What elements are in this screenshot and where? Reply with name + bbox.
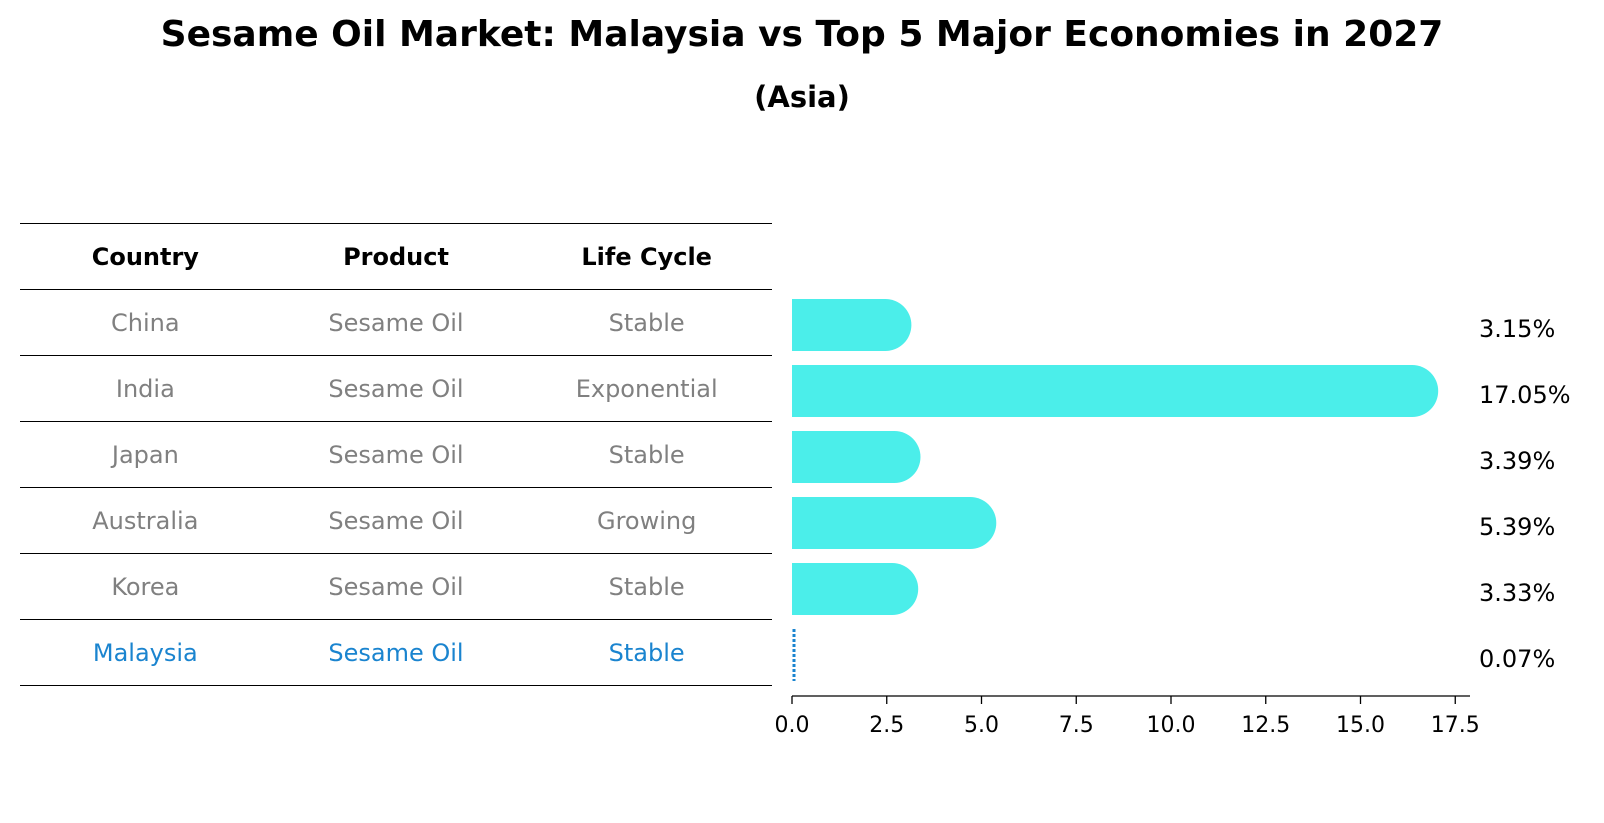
bar-india bbox=[792, 365, 1439, 417]
cell-life-cycle: Stable bbox=[608, 308, 685, 337]
cell-country: Korea bbox=[111, 572, 180, 601]
value-label: 0.07% bbox=[1479, 645, 1555, 673]
bar-australia bbox=[792, 497, 997, 549]
cell-life-cycle: Exponential bbox=[575, 374, 718, 403]
chart-title: Sesame Oil Market: Malaysia vs Top 5 Maj… bbox=[160, 14, 1444, 55]
value-label: 3.39% bbox=[1479, 447, 1555, 475]
header-life-cycle: Life Cycle bbox=[581, 242, 712, 271]
cell-product: Sesame Oil bbox=[328, 572, 464, 601]
cell-life-cycle: Stable bbox=[608, 440, 685, 469]
x-tick-label: 5.0 bbox=[964, 713, 999, 738]
cell-life-cycle: Growing bbox=[596, 506, 697, 535]
table-header-row: Country Product Life Cycle bbox=[20, 223, 772, 289]
chart-subtitle: (Asia) bbox=[754, 80, 850, 114]
table-row: Korea Sesame Oil Stable bbox=[20, 553, 772, 619]
bar-china bbox=[792, 299, 912, 351]
data-table: Country Product Life Cycle China Sesame … bbox=[20, 223, 772, 686]
x-tick-label: 15.0 bbox=[1336, 713, 1385, 738]
x-tick-label: 10.0 bbox=[1147, 713, 1196, 738]
cell-country: Japan bbox=[111, 440, 179, 469]
cell-country: China bbox=[111, 308, 180, 337]
cell-product: Sesame Oil bbox=[328, 440, 464, 469]
value-label: 17.05% bbox=[1479, 381, 1571, 409]
table-row: Australia Sesame Oil Growing bbox=[20, 487, 772, 553]
x-tick-label: 7.5 bbox=[1059, 713, 1094, 738]
cell-product: Sesame Oil bbox=[328, 374, 464, 403]
header-country: Country bbox=[91, 242, 199, 271]
cell-life-cycle: Stable bbox=[608, 572, 685, 601]
cell-product: Sesame Oil bbox=[328, 308, 464, 337]
cell-country: Australia bbox=[92, 506, 199, 535]
x-tick-label: 17.5 bbox=[1431, 713, 1480, 738]
cell-country: India bbox=[115, 374, 175, 403]
table-row-highlight: Malaysia Sesame Oil Stable bbox=[20, 619, 772, 686]
value-label: 3.33% bbox=[1479, 579, 1555, 607]
x-tick-label: 12.5 bbox=[1241, 713, 1290, 738]
header-product: Product bbox=[343, 242, 449, 271]
table-row: China Sesame Oil Stable bbox=[20, 289, 772, 355]
cell-product: Sesame Oil bbox=[328, 506, 464, 535]
table-row: Japan Sesame Oil Stable bbox=[20, 421, 772, 487]
x-tick-label: 0.0 bbox=[775, 713, 810, 738]
cell-product: Sesame Oil bbox=[328, 638, 464, 667]
bar-japan bbox=[792, 431, 921, 483]
value-label: 5.39% bbox=[1479, 513, 1555, 541]
table-row: India Sesame Oil Exponential bbox=[20, 355, 772, 421]
cell-country: Malaysia bbox=[92, 638, 198, 667]
cell-life-cycle: Stable bbox=[608, 638, 685, 667]
x-tick-label: 2.5 bbox=[869, 713, 904, 738]
value-label: 3.15% bbox=[1479, 315, 1555, 343]
bar-korea bbox=[792, 563, 919, 615]
